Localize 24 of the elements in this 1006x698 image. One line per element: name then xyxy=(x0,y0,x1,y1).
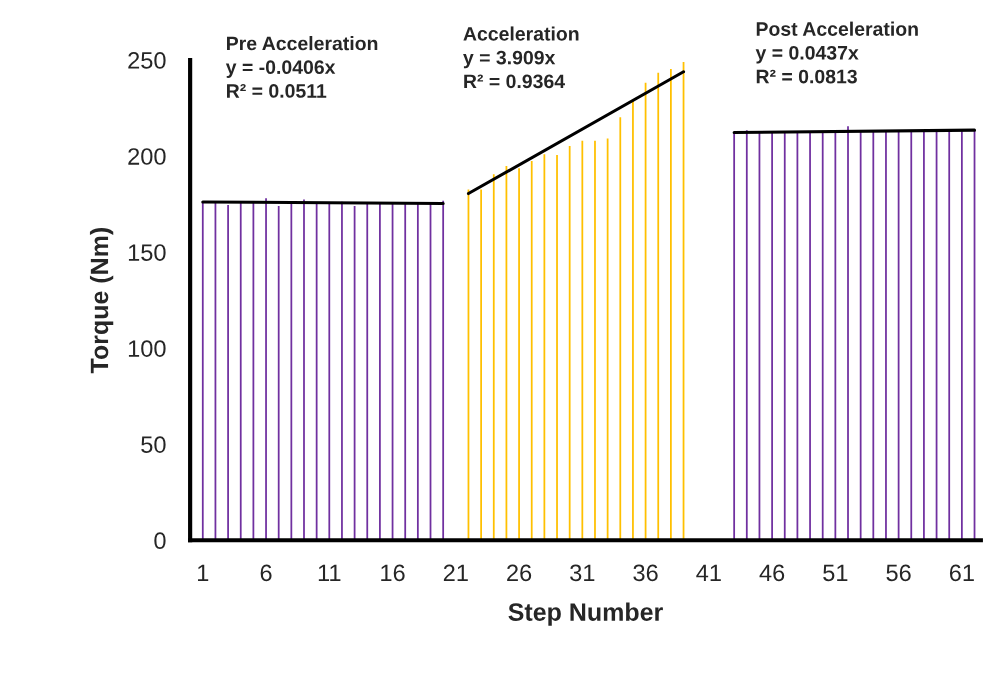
y-tick-label: 250 xyxy=(128,52,166,69)
x-tick-label: 11 xyxy=(318,564,341,581)
x-tick-label: 16 xyxy=(381,564,405,582)
x-tick-label: 31 xyxy=(570,564,595,582)
y-tick-label: 150 xyxy=(128,244,166,261)
x-tick-label: 1 xyxy=(198,564,209,581)
y-tick-label: 100 xyxy=(128,340,166,357)
x-tick-label: 36 xyxy=(633,564,658,582)
x-tick-label: 6 xyxy=(260,564,272,582)
x-tick-label: 46 xyxy=(759,564,785,582)
x-tick-label: 56 xyxy=(886,564,911,582)
x-tick-label: 51 xyxy=(823,564,848,582)
x-tick-label: 21 xyxy=(443,564,468,581)
x-tick-label: 61 xyxy=(949,564,974,582)
y-tick-label: 50 xyxy=(141,436,166,453)
y-axis-title: Torque (Nm) xyxy=(89,228,114,374)
annotation: Acceleration y = 3.909x R² = 0.9364 xyxy=(463,26,579,89)
annotation: Pre Acceleration y = -0.0406x R² = 0.0511 xyxy=(225,36,378,98)
x-tick-label: 26 xyxy=(507,564,532,582)
y-tick-label: 0 xyxy=(154,532,166,550)
x-tick-label: 41 xyxy=(696,564,721,581)
y-tick-label: 200 xyxy=(128,148,166,165)
x-axis-title: Step Number xyxy=(508,602,663,626)
annotation: Post Acceleration y = 0.0437x R² = 0.0813 xyxy=(755,21,918,84)
